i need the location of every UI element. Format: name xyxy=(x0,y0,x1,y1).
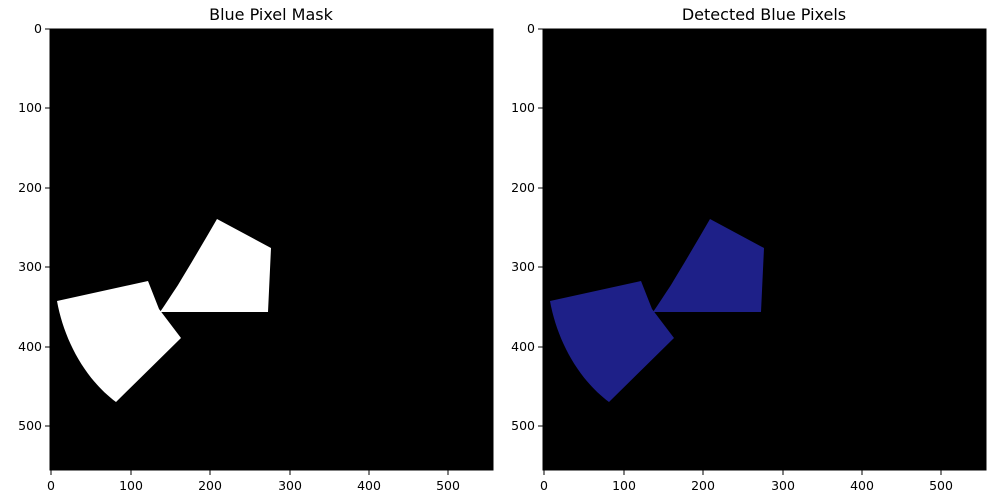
y-axis xyxy=(538,28,543,427)
x-tick-labels: 0 100 200 300 400 500 xyxy=(540,478,953,493)
x-axis xyxy=(50,470,449,475)
y-tick-labels: 0 100 200 300 400 500 xyxy=(18,21,42,433)
lower-blob xyxy=(57,281,181,402)
x-tick-label: 400 xyxy=(357,478,381,493)
mask-shapes xyxy=(57,219,271,402)
y-tick-label: 300 xyxy=(511,259,535,274)
x-tick-label: 0 xyxy=(47,478,55,493)
y-tick-labels: 0 100 200 300 400 500 xyxy=(511,21,535,433)
x-tick-label: 400 xyxy=(850,478,874,493)
image-frame xyxy=(49,28,494,471)
detected-shapes xyxy=(550,219,764,402)
x-axis xyxy=(543,470,942,475)
x-tick-labels: 0 100 200 300 400 500 xyxy=(47,478,460,493)
y-tick-label: 100 xyxy=(511,100,535,115)
x-tick-label: 500 xyxy=(929,478,953,493)
image-frame xyxy=(542,28,987,471)
x-tick-label: 300 xyxy=(771,478,795,493)
x-tick-label: 0 xyxy=(540,478,548,493)
x-tick-label: 100 xyxy=(119,478,143,493)
y-tick-label: 200 xyxy=(511,180,535,195)
y-axis xyxy=(45,28,50,427)
upper-blob xyxy=(160,219,271,312)
y-tick-label: 0 xyxy=(34,21,42,36)
upper-blob xyxy=(653,219,764,312)
y-tick-label: 200 xyxy=(18,180,42,195)
panel-title: Detected Blue Pixels xyxy=(682,5,846,24)
y-tick-label: 400 xyxy=(511,339,535,354)
y-tick-label: 500 xyxy=(511,418,535,433)
image-area xyxy=(50,29,493,470)
panel-mask: Blue Pixel Mask 0 100 200 300 400 500 xyxy=(18,5,494,493)
x-tick-label: 300 xyxy=(278,478,302,493)
x-tick-label: 100 xyxy=(612,478,636,493)
y-tick-label: 100 xyxy=(18,100,42,115)
x-tick-label: 200 xyxy=(198,478,222,493)
y-tick-label: 300 xyxy=(18,259,42,274)
y-tick-label: 500 xyxy=(18,418,42,433)
lower-blob xyxy=(550,281,674,402)
x-tick-label: 200 xyxy=(691,478,715,493)
x-tick-label: 500 xyxy=(436,478,460,493)
y-tick-label: 0 xyxy=(527,21,535,36)
y-tick-label: 400 xyxy=(18,339,42,354)
panel-detected: Detected Blue Pixels 0 100 200 300 400 5… xyxy=(511,5,987,493)
image-area xyxy=(543,29,986,470)
panel-title: Blue Pixel Mask xyxy=(209,5,334,24)
